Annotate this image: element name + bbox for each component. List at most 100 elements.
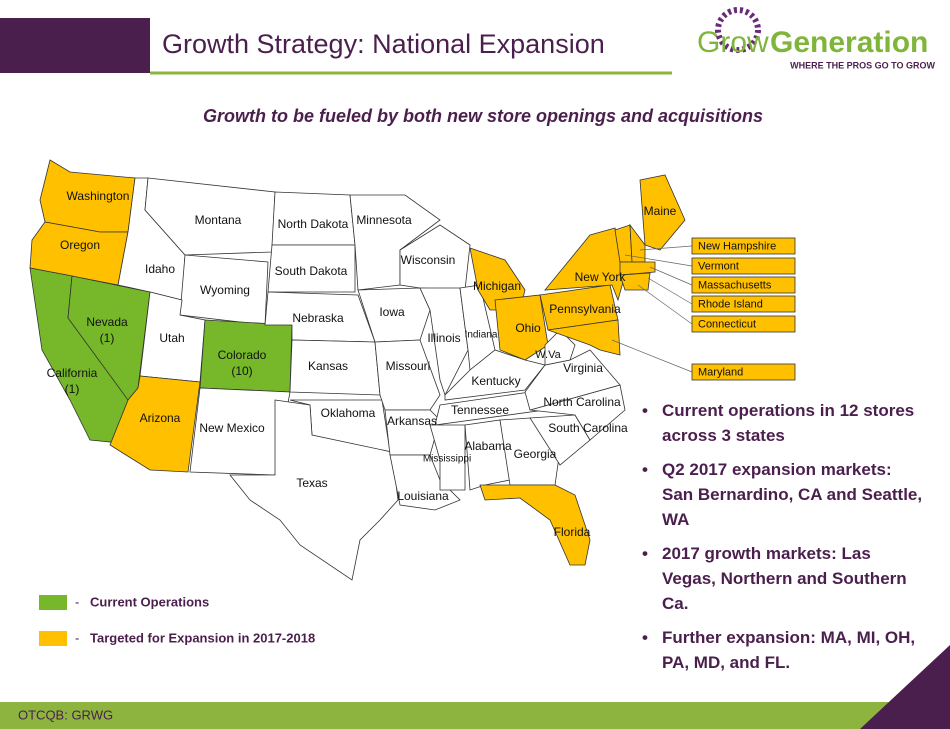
- state-label: Minnesota: [356, 213, 412, 227]
- state-label: Nevada: [86, 315, 128, 329]
- bullet-item: Current operations in 12 stores across 3…: [640, 398, 925, 448]
- callout-leader: [639, 245, 693, 251]
- state-label: Louisiana: [397, 489, 449, 503]
- state-label: Ohio: [515, 321, 541, 335]
- callouts: New Hampshire Vermont Massachusetts Rhode I…: [611, 237, 796, 381]
- logo-flower: [715, 7, 761, 53]
- state-al: [464, 419, 511, 491]
- callout-label: Maryland: [698, 366, 743, 378]
- state-label: Missouri: [386, 359, 431, 373]
- state-label: Virginia: [563, 361, 603, 375]
- callout-label: Connecticut: [698, 318, 756, 330]
- legend-label: Current Operations: [90, 594, 209, 609]
- bullet-item: Q2 2017 expansion markets: San Bernardin…: [640, 457, 925, 532]
- logo-name-right: Generation: [770, 26, 928, 59]
- callout-box: [691, 276, 796, 294]
- legend-swatch: [39, 631, 67, 646]
- state-md: [547, 319, 621, 356]
- footer-ticker: OTCQB: GRWG: [18, 707, 113, 722]
- state-label: California: [47, 366, 98, 380]
- legend-separator: -: [75, 594, 79, 609]
- callout-box: [691, 363, 796, 381]
- legend: - Current Operations- Targeted for Expansi…: [39, 594, 315, 646]
- state-label: Montana: [195, 213, 242, 227]
- state-label: W.Va: [535, 349, 561, 361]
- state-ms: [429, 424, 466, 491]
- callout-box: [691, 257, 796, 275]
- callout-label: Rhode Island: [698, 298, 763, 310]
- state-mt: [144, 177, 276, 256]
- state-label: Washington: [67, 189, 130, 203]
- callout-leader: [624, 254, 693, 267]
- state-oh: [494, 294, 549, 361]
- state-label: Utah: [159, 331, 184, 345]
- state-label: Mississippi: [423, 454, 471, 465]
- state-label: Arizona: [140, 411, 181, 425]
- state-ct: [619, 272, 651, 291]
- state-label: Iowa: [379, 305, 405, 319]
- state-tx: [229, 399, 399, 581]
- state-sd: [267, 244, 356, 293]
- legend-swatch: [39, 595, 67, 610]
- callout-label: New Hampshire: [698, 240, 776, 252]
- state-me: [639, 174, 686, 251]
- state-label: Alabama: [464, 439, 512, 453]
- bullet-list: Current operations in 12 stores across 3…: [640, 398, 925, 684]
- state-label: Idaho: [145, 262, 175, 276]
- logo-name-left: Grow: [697, 26, 769, 59]
- callout-box: [691, 237, 796, 255]
- callout-leader: [649, 266, 693, 286]
- state-ky: [444, 349, 546, 401]
- state-label: Oklahoma: [321, 406, 376, 420]
- logo: Grow Generation WHERE THE PROS GO TO GRO…: [697, 7, 936, 70]
- callout-label: Massachusetts: [698, 279, 772, 291]
- state-label: Oregon: [60, 238, 100, 252]
- state-count: (1): [65, 382, 80, 396]
- state-ma: [619, 261, 656, 276]
- state-label: North Carolina: [543, 395, 621, 409]
- state-label: Maine: [644, 204, 677, 218]
- state-la: [389, 454, 461, 511]
- state-count: (1): [100, 331, 115, 345]
- callout-box: [691, 315, 796, 333]
- state-label: Kansas: [308, 359, 348, 373]
- state-az: [109, 375, 201, 473]
- header-block: [0, 18, 150, 73]
- state-label: South Dakota: [275, 264, 348, 278]
- callout-leader: [637, 284, 693, 325]
- state-label: Kentucky: [471, 374, 520, 388]
- state-label: Pennsylvania: [549, 302, 621, 316]
- callout-leader: [647, 277, 693, 305]
- state-label: Texas: [296, 476, 327, 490]
- state-label: Florida: [554, 525, 591, 539]
- state-label: Wisconsin: [401, 253, 456, 267]
- bullet-item: Further expansion: MA, MI, OH, PA, MD, a…: [640, 625, 925, 675]
- callout-label: Vermont: [698, 260, 739, 272]
- legend-separator: -: [75, 630, 79, 645]
- state-count: (10): [231, 364, 252, 378]
- state-ia: [357, 287, 431, 343]
- state-label: Wyoming: [200, 283, 250, 297]
- bullet-item: 2017 growth markets: Las Vegas, Northern…: [640, 541, 925, 616]
- state-label: Illinois: [427, 331, 460, 345]
- state-label: Nebraska: [292, 311, 344, 325]
- state-labels: Washington Oregon Idaho Montana Wyoming Utah N…: [47, 189, 677, 539]
- state-label: South Carolina: [548, 421, 628, 435]
- us-map: [29, 159, 686, 581]
- footer-bar: [0, 702, 950, 729]
- state-fl: [479, 484, 591, 566]
- callout-leader: [611, 339, 693, 373]
- state-label: North Dakota: [278, 217, 349, 231]
- state-label: Tennessee: [451, 403, 509, 417]
- state-label: Colorado: [218, 348, 267, 362]
- state-label: New Mexico: [199, 421, 265, 435]
- callout-box: [691, 295, 796, 313]
- state-mo: [374, 339, 441, 411]
- state-label: Michigan: [473, 279, 521, 293]
- title: Growth Strategy: National Expansion: [162, 29, 605, 59]
- subtitle: Growth to be fueled by both new store op…: [203, 106, 763, 126]
- state-label: New York: [575, 270, 627, 284]
- state-label: Georgia: [514, 447, 557, 461]
